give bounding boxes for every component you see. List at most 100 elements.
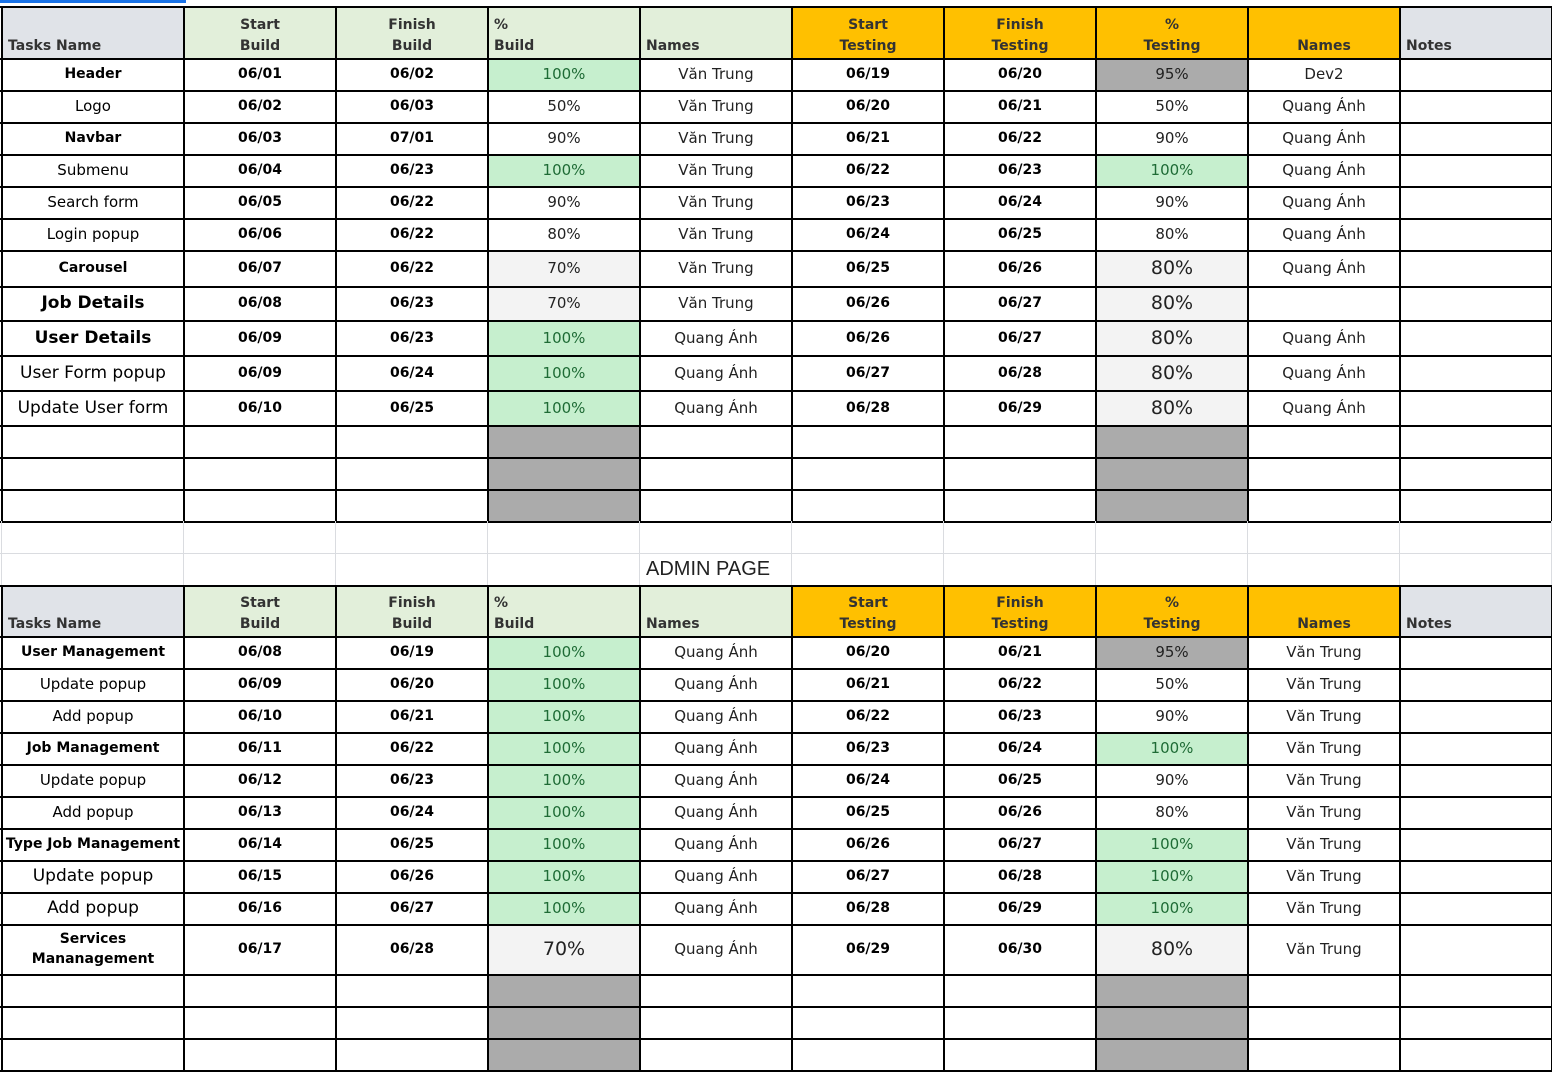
cell-start-testing[interactable]: 06/28 (792, 892, 944, 924)
cell-pct-build[interactable]: 70% (488, 250, 640, 286)
cell-start-build[interactable]: 06/09 (184, 668, 336, 700)
cell-pct-testing[interactable]: 90% (1096, 186, 1248, 218)
cell-task[interactable]: Navbar (2, 122, 184, 154)
empty-cell-names-testing[interactable] (1248, 457, 1400, 489)
cell-start-testing[interactable]: 06/19 (792, 58, 944, 90)
empty-cell-names-build[interactable] (640, 1038, 792, 1070)
cell-start-build[interactable]: 06/07 (184, 250, 336, 286)
cell-start-build[interactable]: 06/13 (184, 796, 336, 828)
cell-notes[interactable] (1400, 122, 1552, 154)
cell-finish-testing[interactable]: 06/25 (944, 764, 1096, 796)
cell-pct-testing[interactable]: 100% (1096, 892, 1248, 924)
cell-start-build[interactable]: 06/12 (184, 764, 336, 796)
cell-notes[interactable] (1400, 636, 1552, 668)
cell-start-testing[interactable]: 06/26 (792, 828, 944, 860)
empty-cell-names-build[interactable] (640, 425, 792, 457)
cell-names-testing[interactable]: Quang Ánh (1248, 122, 1400, 154)
cell-task[interactable]: Update popup (2, 668, 184, 700)
cell-pct-build[interactable]: 100% (488, 828, 640, 860)
cell-names-build[interactable]: Văn Trung (640, 250, 792, 286)
cell-finish-build[interactable]: 06/02 (336, 58, 488, 90)
empty-cell-names-build[interactable] (640, 457, 792, 489)
cell-pct-build[interactable]: 70% (488, 286, 640, 320)
cell-names-build[interactable]: Quang Ánh (640, 320, 792, 355)
cell-names-testing[interactable]: Văn Trung (1248, 668, 1400, 700)
cell-names-testing[interactable]: Quang Ánh (1248, 320, 1400, 355)
cell-finish-build[interactable]: 06/28 (336, 924, 488, 974)
cell-task[interactable]: Update popup (2, 860, 184, 892)
cell-pct-build[interactable]: 100% (488, 636, 640, 668)
empty-cell-start-build[interactable] (184, 457, 336, 489)
empty-cell-notes[interactable] (1400, 489, 1552, 521)
cell-pct-build[interactable]: 100% (488, 732, 640, 764)
cell-start-build[interactable]: 06/17 (184, 924, 336, 974)
header-finish-build[interactable]: Finish Build (336, 8, 488, 58)
cell-start-testing[interactable]: 06/28 (792, 390, 944, 425)
cell-finish-testing[interactable]: 06/20 (944, 58, 1096, 90)
empty-cell-task[interactable] (2, 425, 184, 457)
empty-cell-finish-build[interactable] (336, 974, 488, 1006)
cell-pct-testing[interactable]: 50% (1096, 668, 1248, 700)
cell-finish-build[interactable]: 06/03 (336, 90, 488, 122)
cell-names-build[interactable]: Quang Ánh (640, 924, 792, 974)
empty-cell-finish-testing[interactable] (944, 457, 1096, 489)
cell-finish-build[interactable]: 06/22 (336, 218, 488, 250)
cell-pct-testing[interactable]: 100% (1096, 154, 1248, 186)
cell-names-testing[interactable]: Văn Trung (1248, 796, 1400, 828)
empty-cell-task[interactable] (2, 974, 184, 1006)
cell-start-testing[interactable]: 06/21 (792, 668, 944, 700)
cell-start-testing[interactable]: 06/27 (792, 355, 944, 390)
cell-task[interactable]: Logo (2, 90, 184, 122)
header-finish-testing[interactable]: Finish Testing (944, 587, 1096, 636)
cell-finish-build[interactable]: 06/24 (336, 796, 488, 828)
cell-pct-build[interactable]: 100% (488, 154, 640, 186)
cell-finish-build[interactable]: 06/22 (336, 250, 488, 286)
cell-pct-build[interactable]: 100% (488, 892, 640, 924)
cell-names-testing[interactable]: Văn Trung (1248, 764, 1400, 796)
cell-names-testing[interactable]: Văn Trung (1248, 700, 1400, 732)
cell-start-build[interactable]: 06/09 (184, 355, 336, 390)
cell-finish-testing[interactable]: 06/27 (944, 320, 1096, 355)
cell-start-build[interactable]: 06/16 (184, 892, 336, 924)
header-task[interactable]: Tasks Name (2, 587, 184, 636)
cell-start-testing[interactable]: 06/23 (792, 186, 944, 218)
cell-names-build[interactable]: Văn Trung (640, 186, 792, 218)
empty-cell-finish-build[interactable] (336, 489, 488, 521)
cell-names-testing[interactable]: Dev2 (1248, 58, 1400, 90)
empty-cell-task[interactable] (2, 1038, 184, 1070)
cell-pct-build[interactable]: 80% (488, 218, 640, 250)
cell-pct-build[interactable]: 90% (488, 186, 640, 218)
cell-pct-testing[interactable]: 80% (1096, 390, 1248, 425)
cell-finish-testing[interactable]: 06/29 (944, 892, 1096, 924)
cell-pct-testing[interactable]: 95% (1096, 636, 1248, 668)
cell-start-testing[interactable]: 06/25 (792, 250, 944, 286)
empty-cell-pct-testing[interactable] (1096, 1006, 1248, 1038)
cell-notes[interactable] (1400, 390, 1552, 425)
cell-pct-testing[interactable]: 100% (1096, 828, 1248, 860)
cell-pct-build[interactable]: 100% (488, 668, 640, 700)
cell-start-testing[interactable]: 06/22 (792, 700, 944, 732)
header-names-testing[interactable]: Names (1248, 8, 1400, 58)
cell-names-testing[interactable]: Quang Ánh (1248, 186, 1400, 218)
empty-cell-start-testing[interactable] (792, 1006, 944, 1038)
cell-finish-testing[interactable]: 06/26 (944, 796, 1096, 828)
cell-finish-testing[interactable]: 06/28 (944, 355, 1096, 390)
cell-names-testing[interactable]: Quang Ánh (1248, 154, 1400, 186)
cell-finish-build[interactable]: 06/27 (336, 892, 488, 924)
cell-pct-build[interactable]: 100% (488, 390, 640, 425)
cell-pct-build[interactable]: 70% (488, 924, 640, 974)
cell-pct-build[interactable]: 90% (488, 122, 640, 154)
cell-start-testing[interactable]: 06/29 (792, 924, 944, 974)
cell-task[interactable]: Header (2, 58, 184, 90)
cell-start-testing[interactable]: 06/26 (792, 286, 944, 320)
cell-names-testing[interactable]: Quang Ánh (1248, 90, 1400, 122)
empty-cell-finish-testing[interactable] (944, 1038, 1096, 1070)
cell-finish-testing[interactable]: 06/29 (944, 390, 1096, 425)
cell-notes[interactable] (1400, 186, 1552, 218)
cell-start-build[interactable]: 06/02 (184, 90, 336, 122)
empty-cell-names-testing[interactable] (1248, 489, 1400, 521)
cell-start-testing[interactable]: 06/20 (792, 90, 944, 122)
cell-names-build[interactable]: Quang Ánh (640, 636, 792, 668)
cell-finish-testing[interactable]: 06/30 (944, 924, 1096, 974)
